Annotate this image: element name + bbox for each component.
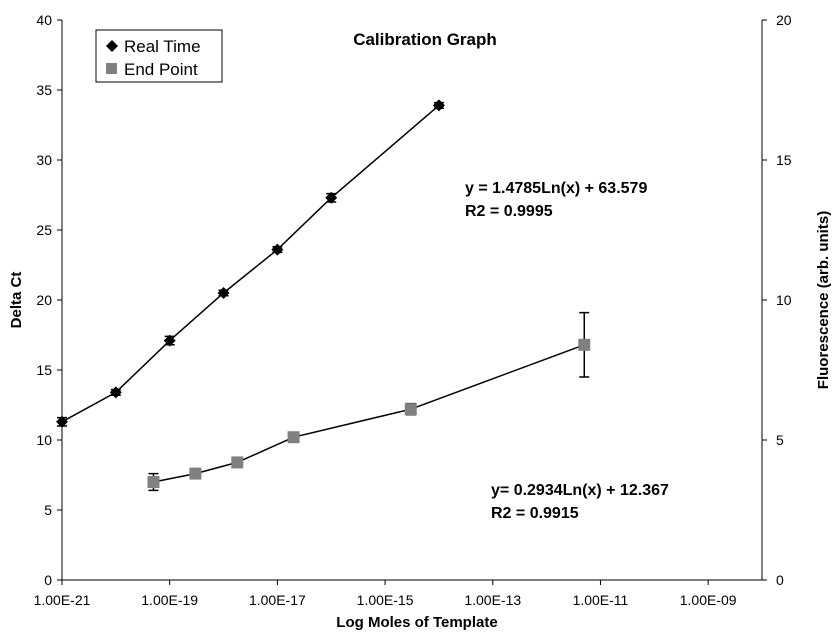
x-tick-label: 1.00E-15	[357, 592, 414, 608]
y-tick-label: 25	[36, 222, 52, 238]
legend-label-end-point: End Point	[124, 60, 198, 79]
y-tick-label: 20	[36, 292, 52, 308]
end-point-point	[147, 476, 160, 488]
real-time-point	[432, 99, 445, 112]
x-tick-label: 1.00E-11	[573, 592, 629, 608]
legend: Real Time End Point	[95, 29, 223, 83]
y-tick-label: 40	[36, 12, 52, 28]
real-time-point	[271, 243, 284, 256]
chart-title: Calibration Graph	[353, 30, 497, 49]
legend-marker-real-time	[106, 40, 118, 52]
data-points	[56, 99, 591, 488]
end-point-point	[404, 403, 417, 416]
x-tick-label: 1.00E-17	[249, 592, 306, 608]
end-point-point	[578, 338, 591, 351]
end-point-r2: R2 = 0.9915	[491, 505, 579, 522]
x-axis-title: Log Moles of Template	[336, 614, 497, 631]
x-tick-label: 1.00E-09	[680, 592, 737, 608]
real-time-r2: R2 = 0.9995	[465, 203, 553, 220]
real-time-equation: y = 1.4785Ln(x) + 63.579	[465, 180, 647, 197]
end-point-line	[153, 344, 585, 483]
legend-label-real-time: Real Time	[124, 37, 201, 56]
y2-tick-label: 15	[776, 152, 792, 168]
y-tick-label: 35	[36, 82, 52, 98]
end-point-point	[287, 431, 300, 444]
y2-tick-label: 10	[776, 292, 792, 308]
x-tick-label: 1.00E-13	[464, 592, 521, 608]
x-tick-label: 1.00E-19	[141, 592, 198, 608]
y-tick-label: 5	[44, 502, 52, 518]
y2-tick-label: 5	[776, 432, 784, 448]
real-time-line	[61, 104, 440, 423]
series-lines	[61, 104, 585, 483]
y2-axis-title: Fluorescence (arb. units)	[815, 211, 832, 389]
real-time-point	[217, 287, 230, 299]
real-time-point	[109, 386, 122, 399]
tick-marks	[57, 19, 767, 585]
end-point-point	[189, 467, 202, 480]
real-time-point	[325, 191, 338, 204]
y2-tick-label: 0	[776, 572, 784, 588]
y-tick-label: 10	[36, 432, 52, 448]
real-time-point	[163, 334, 176, 347]
end-point-equation: y= 0.2934Ln(x) + 12.367	[491, 482, 669, 499]
x-tick-label: 1.00E-21	[34, 592, 91, 608]
y-axis-title: Delta Ct	[8, 272, 25, 329]
error-bars	[57, 101, 590, 492]
y2-tick-label: 20	[776, 12, 792, 28]
legend-marker-end-point	[106, 63, 117, 74]
y-tick-label: 0	[44, 572, 52, 588]
real-time-point	[56, 415, 68, 428]
y-tick-label: 15	[36, 362, 52, 378]
y-tick-label: 30	[36, 152, 52, 168]
end-point-point	[231, 456, 244, 469]
